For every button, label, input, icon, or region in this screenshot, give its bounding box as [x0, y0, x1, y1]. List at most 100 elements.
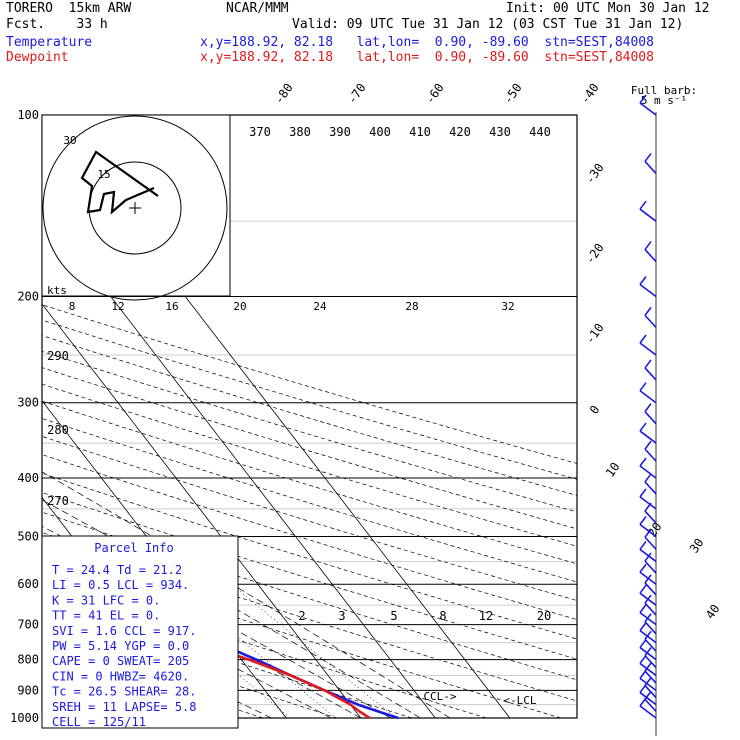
wind-barb-flag	[639, 515, 647, 525]
parcel-row: K = 31 LFC = 0.	[52, 593, 160, 607]
barb-scale-units: 5 m s⁻¹	[641, 94, 687, 107]
wind-barb	[639, 691, 657, 706]
wind-barb	[639, 523, 657, 538]
wind-barb	[639, 571, 657, 585]
pressure-tick-label: 300	[17, 396, 39, 410]
parcel-row: Tc = 26.5 SHEAR= 28.	[52, 685, 197, 699]
wind-barb-flag	[644, 359, 652, 369]
isotherm-label: -60	[423, 81, 447, 107]
moist-adiabat	[42, 550, 361, 719]
diagram-frame	[41, 114, 578, 719]
wind-barb	[639, 102, 657, 116]
wind-barb	[639, 342, 657, 356]
pressure-tick-label: 700	[17, 618, 39, 632]
theta-label: 380	[289, 125, 311, 139]
hodograph-circle-label: 15	[97, 168, 110, 181]
isotherm-label: 40	[703, 602, 723, 622]
wind-barb-flag	[644, 528, 652, 538]
wind-speed-label: 16	[165, 300, 178, 313]
isotherm-label: -10	[583, 321, 607, 347]
isotherm-label: 10	[603, 460, 623, 480]
wind-barb	[639, 662, 657, 677]
wind-barb-flag	[639, 422, 647, 432]
theta-label: 390	[329, 125, 351, 139]
theta-label: 370	[249, 125, 271, 139]
hodograph-origin	[129, 202, 141, 214]
mixing-ratio-line	[174, 583, 336, 719]
mixing-ratio-label: 3	[338, 609, 345, 623]
wind-barb	[644, 411, 657, 425]
wind-barb-flag	[644, 552, 652, 562]
dry-adiabat	[42, 596, 412, 719]
wind-barb	[639, 465, 657, 479]
isotherm-label: 0	[587, 403, 603, 417]
center-label: NCAR/MMM	[226, 1, 289, 16]
wind-barb-flag	[639, 334, 647, 344]
theta-label-lower: 280	[47, 423, 69, 437]
wind-barb	[639, 208, 657, 222]
wind-barb	[644, 249, 657, 263]
theta-label: 420	[449, 125, 471, 139]
wind-barb	[644, 448, 657, 462]
wind-barb	[639, 592, 657, 606]
wind-barb-flag	[639, 94, 647, 104]
temperature-legend: Temperature	[6, 35, 93, 50]
isotherm-label: -50	[501, 81, 525, 107]
wind-barb	[644, 510, 657, 524]
isotherm-label: -40	[578, 81, 602, 107]
lcl-label: <-LCL	[503, 694, 536, 707]
wind-barb-flag	[644, 662, 652, 672]
theta-label: 400	[369, 125, 391, 139]
parcel-row: T = 24.4 Td = 21.2	[52, 563, 182, 577]
theta-label-lower: 290	[47, 349, 69, 363]
wind-barb	[639, 548, 657, 563]
theta-label: 430	[489, 125, 511, 139]
barb-scale-label: Full barb:	[631, 84, 697, 97]
wind-barb	[639, 646, 657, 661]
hodograph-panel	[41, 114, 231, 297]
wind-barb	[639, 705, 657, 719]
isotherm-line	[42, 303, 362, 719]
wind-barb	[644, 638, 657, 652]
forecast-hour: Fcst. 33 h	[6, 17, 108, 32]
mixing-ratio-label: 12	[479, 609, 493, 623]
parcel-panel	[41, 535, 239, 729]
wind-barb	[639, 630, 657, 644]
pressure-tick-label: 100	[17, 108, 39, 122]
parcel-row: SREH = 11 LAPSE= 5.8	[52, 700, 197, 714]
wind-barb-flag	[639, 488, 647, 498]
parcel-row: CAPE = 0 SWEAT= 205	[52, 654, 189, 668]
wind-barb	[639, 283, 657, 298]
temperature-location: x,y=188.92, 82.18 lat,lon= 0.90, -89.60 …	[200, 35, 654, 50]
hodograph-circle-label: 30	[63, 134, 76, 147]
wind-barb	[639, 496, 657, 510]
mixing-ratio-line	[231, 583, 397, 719]
wind-barb-flag	[644, 677, 652, 687]
wind-barb-flag	[639, 200, 647, 210]
wind-barb	[644, 698, 657, 712]
dry-adiabat	[42, 472, 577, 640]
isotherm-label: -80	[272, 81, 296, 107]
wind-barb-flag	[639, 540, 647, 550]
parcel-row: TT = 41 EL = 0.	[52, 609, 160, 623]
wind-barb	[639, 611, 657, 626]
dewpoint-trace	[42, 572, 371, 720]
wind-speed-label: 28	[405, 300, 418, 313]
parcel-row: CIN = 0 HWBZ= 4620.	[52, 669, 189, 683]
valid-time: Valid: 09 UTC Tue 31 Jan 12 (03 CST Tue …	[292, 17, 684, 32]
dry-adiabat	[42, 418, 577, 583]
mixing-ratio-label: 5	[390, 609, 397, 623]
hodograph-ring	[42, 115, 228, 301]
hodograph: 30 15 kts	[41, 114, 231, 301]
wind-barb	[644, 602, 657, 616]
pressure-tick-label: 900	[17, 683, 39, 697]
init-time: Init: 00 UTC Mon 30 Jan 12	[506, 1, 710, 16]
dry-adiabat	[42, 532, 577, 702]
pressure-tick-label: 400	[17, 471, 39, 485]
wind-speed-label: 32	[501, 300, 514, 313]
pressure-tick-label: 800	[17, 653, 39, 667]
wind-speed-label: 24	[313, 300, 327, 313]
pressure-tick-label: 200	[17, 290, 39, 304]
model-title: TORERO 15km ARW	[6, 1, 132, 16]
wind-barb-flag	[639, 604, 647, 614]
